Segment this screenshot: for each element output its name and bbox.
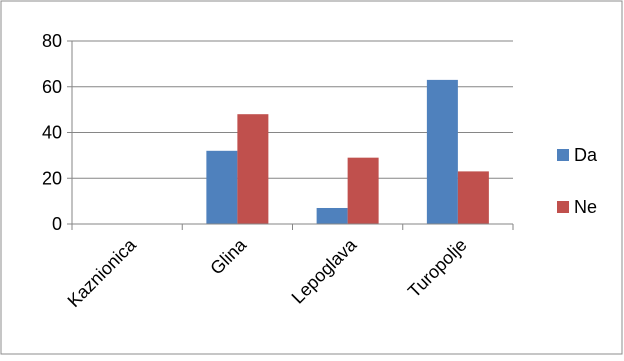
y-tick-label: 20 (42, 168, 62, 188)
bar-da-glina (206, 150, 238, 224)
bars (206, 79, 489, 224)
legend-swatch-da (557, 149, 569, 161)
y-tick-label: 60 (42, 77, 62, 97)
y-tick-label: 80 (42, 31, 62, 51)
bar-ne-turopolje (457, 171, 489, 224)
bar-ne-glina (237, 114, 269, 224)
legend-label-da: Da (574, 145, 598, 165)
legend-label-ne: Ne (574, 197, 597, 217)
y-tick-label: 0 (52, 214, 62, 234)
legend-swatch-ne (557, 201, 569, 213)
bar-ne-lepoglava (347, 157, 379, 224)
legend: Da Ne (557, 145, 598, 217)
bar-da-lepoglava (316, 207, 348, 224)
bar-da-turopolje (426, 79, 458, 224)
y-tick-label: 40 (42, 123, 62, 143)
